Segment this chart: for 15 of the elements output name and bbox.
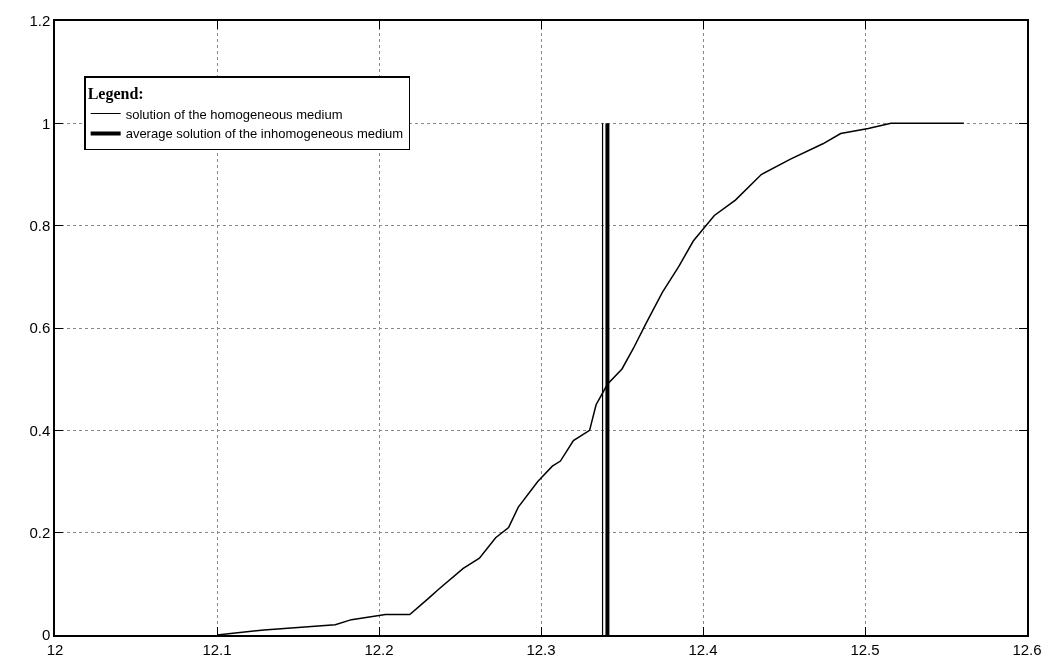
legend-label: average solution of the inhomogeneous medium <box>125 126 404 142</box>
y-tick-label: 0.4 <box>29 421 51 439</box>
y-tick-label: 1.2 <box>29 12 51 30</box>
x-tick-label: 12.6 <box>1012 640 1042 658</box>
y-tick-label: 1 <box>41 114 51 132</box>
y-tick-label: 0.2 <box>29 523 51 541</box>
legend-title: Legend: <box>87 84 144 103</box>
x-tick-label: 12.5 <box>850 640 880 658</box>
y-tick-label: 0.6 <box>29 319 51 337</box>
x-tick-label: 12.1 <box>202 640 232 658</box>
legend-label: solution of the homogeneous medium <box>125 106 343 122</box>
y-tick-label: 0.8 <box>29 216 51 234</box>
x-tick-label: 12.2 <box>364 640 394 658</box>
x-tick-label: 12.3 <box>526 640 556 658</box>
x-tick-label: 12.4 <box>688 640 718 658</box>
